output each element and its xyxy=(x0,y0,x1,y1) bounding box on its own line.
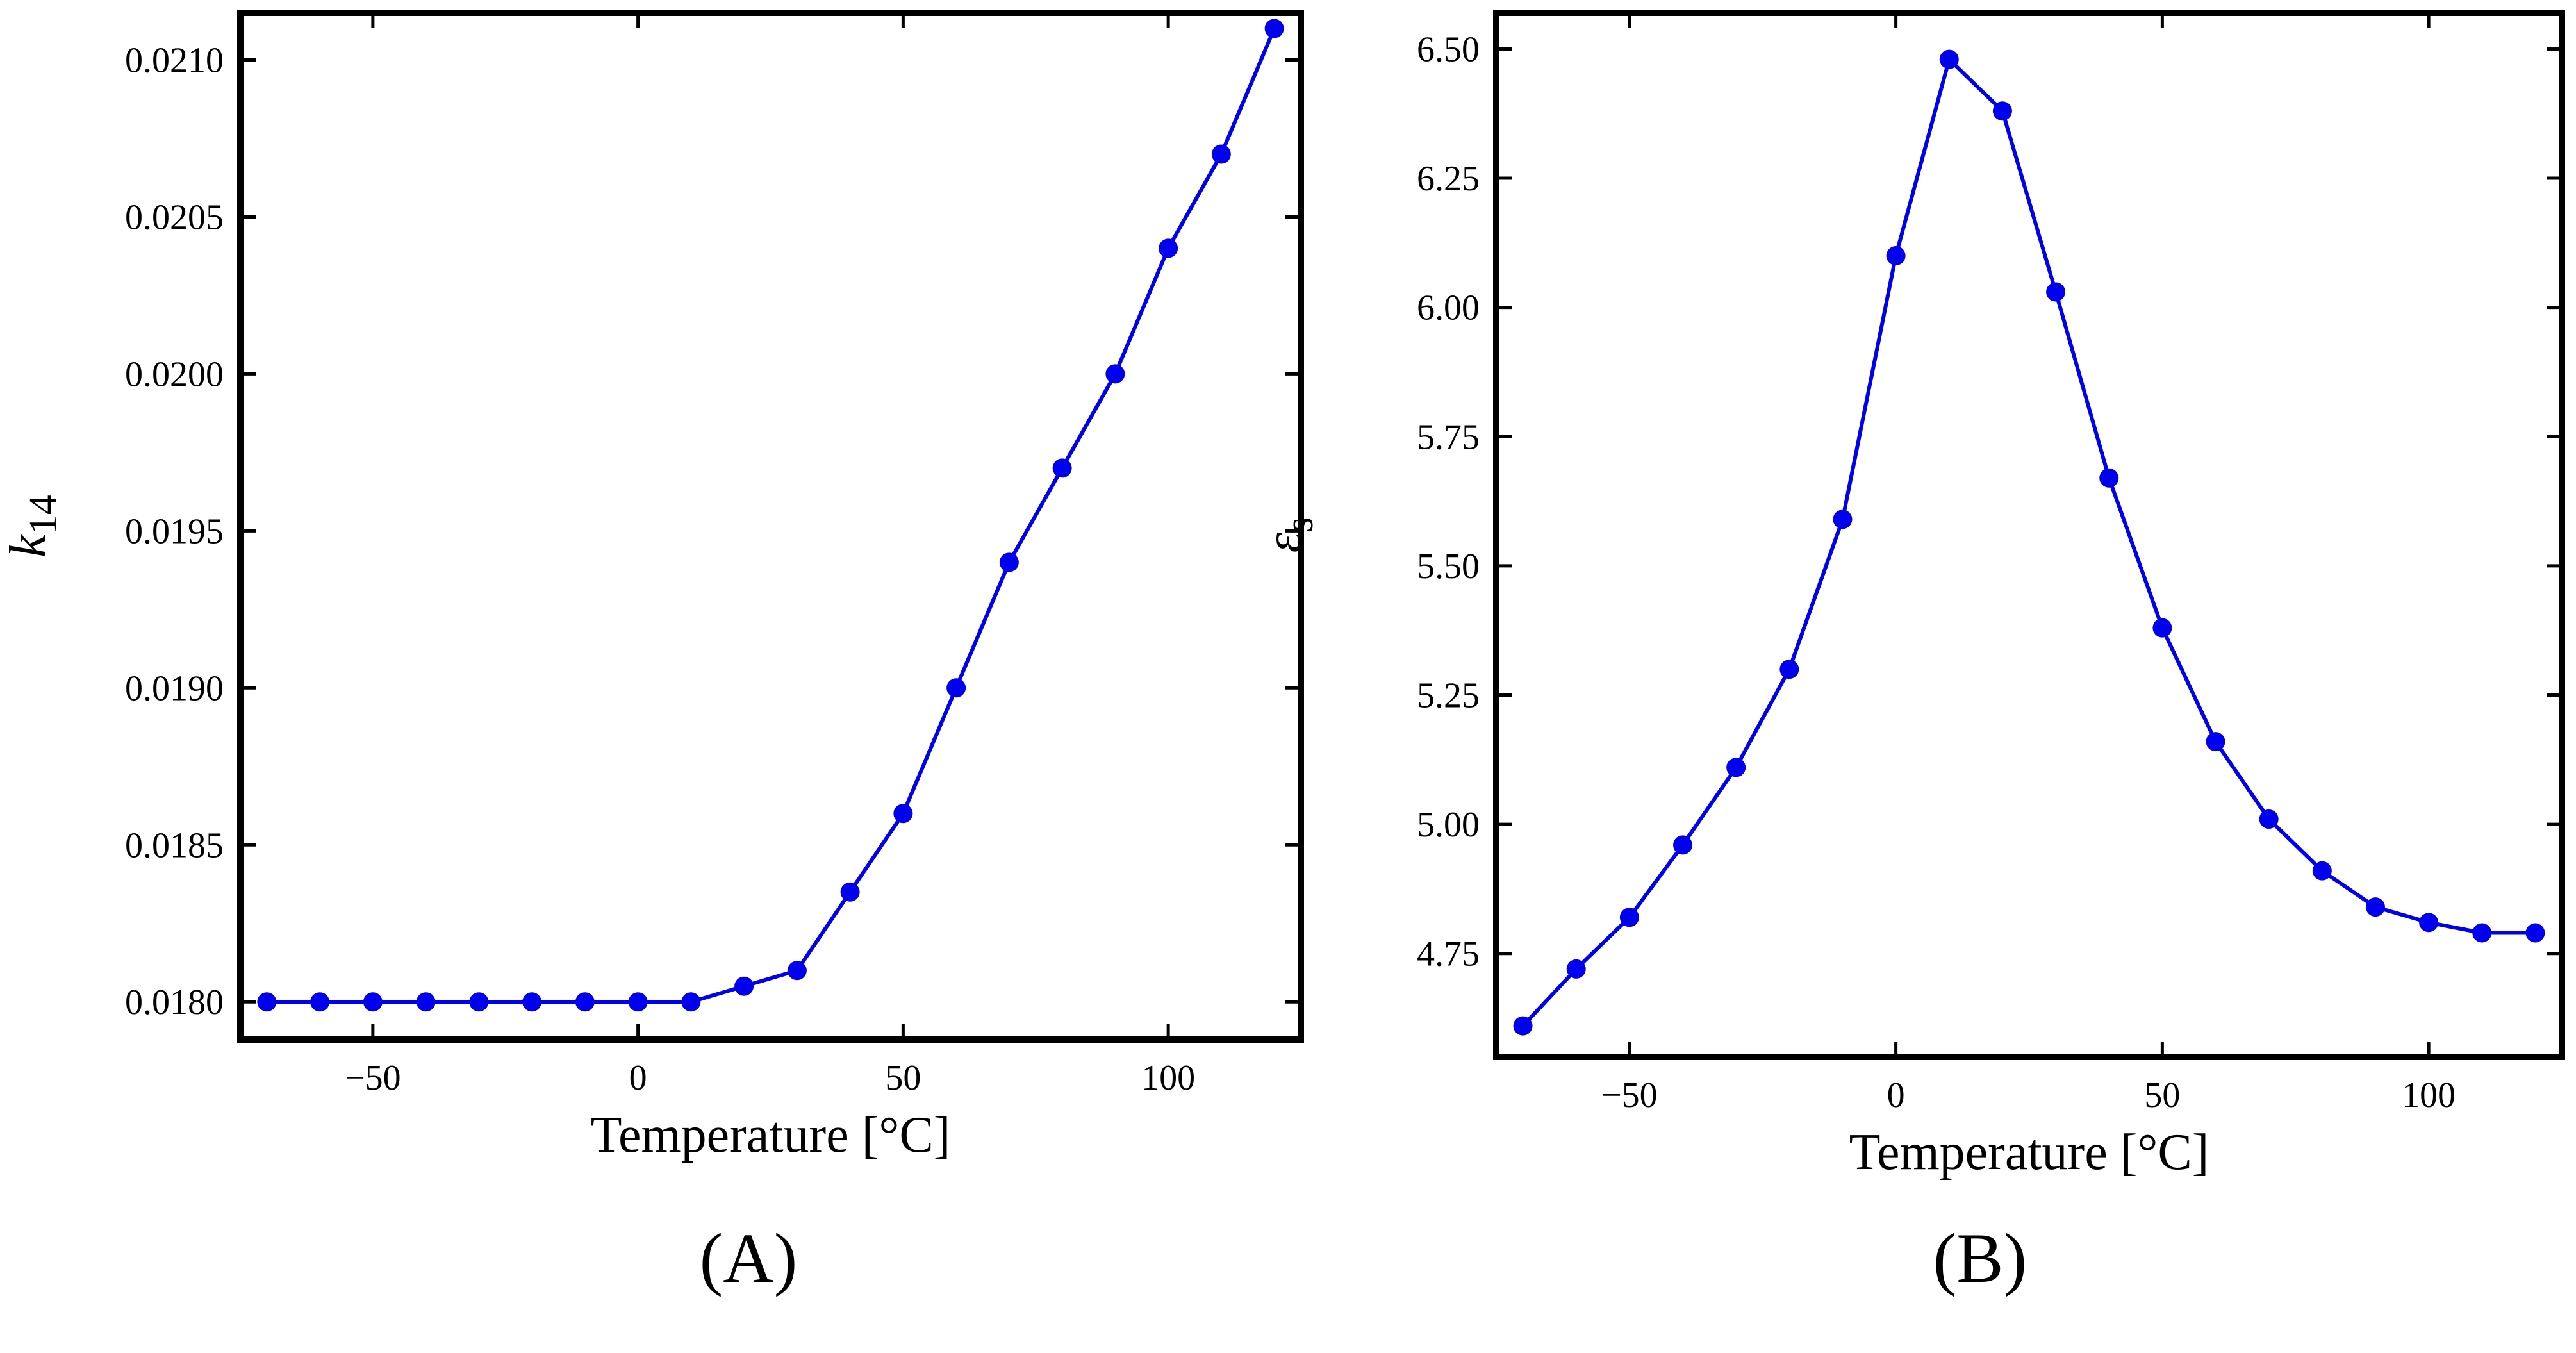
data-point xyxy=(575,992,595,1012)
y-tick-label: 0.0185 xyxy=(125,826,224,865)
data-point xyxy=(2099,468,2119,488)
data-point xyxy=(946,678,966,698)
x-tick-label: 50 xyxy=(885,1058,921,1098)
data-point xyxy=(734,976,754,996)
data-point xyxy=(893,804,913,824)
panel-a: −50 0 50 100 0.0180 0.0185 0.0190 0.0195 0.0200 0… xyxy=(0,10,1304,1297)
data-point xyxy=(363,992,383,1012)
panel-b: −50 0 50 100 4.75 5.00 5.25 5.50 5.75 6.00 6.25 6.5… xyxy=(1256,10,2565,1297)
x-tick-label: −50 xyxy=(1601,1075,1658,1115)
data-point xyxy=(1779,660,1799,679)
y-axis-symbol: k xyxy=(0,534,56,558)
y-tick-label: 6.25 xyxy=(1417,159,1480,199)
y-tick-label: 5.25 xyxy=(1417,676,1480,715)
data-point xyxy=(2472,923,2492,943)
y-tick-label: 0.0200 xyxy=(125,354,224,394)
data-point xyxy=(1513,1016,1533,1036)
series-line xyxy=(267,28,1276,1004)
y-tick-label: 5.00 xyxy=(1417,805,1480,845)
data-point xyxy=(1105,364,1125,384)
y-tick-label: 0.0195 xyxy=(125,511,224,551)
data-point xyxy=(1833,510,1853,529)
panel-label: (B) xyxy=(1933,1219,2027,1297)
x-tick-label: −50 xyxy=(345,1058,401,1098)
data-point xyxy=(628,992,648,1012)
y-tick-label: 6.50 xyxy=(1417,29,1480,69)
data-point xyxy=(1726,758,1746,777)
y-tick-label: 0.0205 xyxy=(125,197,224,237)
x-tick-label: 0 xyxy=(629,1058,647,1098)
plot-frame xyxy=(237,10,1304,1043)
x-axis-title: Temperature [°C] xyxy=(1849,1124,2209,1181)
data-point xyxy=(1992,101,2012,121)
data-point xyxy=(1159,238,1178,258)
plot-frame xyxy=(1493,10,2565,1060)
y-axis-title: k14 xyxy=(0,495,65,558)
y-tick-label: 0.0180 xyxy=(125,983,224,1022)
y-axis-title: εs xyxy=(1256,517,1321,553)
data-point xyxy=(999,552,1019,572)
data-point xyxy=(840,882,860,902)
x-tick-label: 0 xyxy=(1887,1075,1905,1115)
x-tick-label: 100 xyxy=(2402,1075,2456,1115)
y-axis-subscript: 14 xyxy=(22,495,65,535)
data-point xyxy=(1211,144,1231,164)
y-tick-label: 0.0210 xyxy=(125,40,224,80)
y-tick-label: 4.75 xyxy=(1417,934,1480,974)
data-point xyxy=(1886,246,1906,266)
data-point xyxy=(416,992,436,1012)
y-tick-label: 6.00 xyxy=(1417,288,1480,328)
panel-label: (A) xyxy=(700,1219,798,1297)
y-axis-subscript: s xyxy=(1278,517,1321,533)
data-point xyxy=(2259,809,2279,829)
data-point xyxy=(787,961,807,981)
data-point xyxy=(2312,861,2332,881)
data-point xyxy=(1619,908,1639,927)
x-tick-label: 50 xyxy=(2144,1075,2180,1115)
y-axis-symbol: ε xyxy=(1256,532,1312,552)
data-point xyxy=(310,992,330,1012)
data-point xyxy=(1052,458,1072,478)
data-point xyxy=(2206,732,2225,752)
data-point xyxy=(2525,923,2545,943)
data-point xyxy=(1939,49,1959,69)
series-line xyxy=(1521,57,2536,1027)
data-point xyxy=(1673,835,1693,855)
data-point xyxy=(681,992,701,1012)
data-point xyxy=(2152,618,2172,638)
data-point xyxy=(1566,959,1586,979)
data-point xyxy=(2046,282,2066,302)
data-point xyxy=(2365,897,2385,917)
data-point xyxy=(257,992,277,1012)
y-tick-label: 5.50 xyxy=(1417,547,1480,586)
y-tick-label: 5.75 xyxy=(1417,417,1480,457)
data-point xyxy=(522,992,542,1012)
x-axis-title: Temperature [°C] xyxy=(591,1107,951,1163)
x-tick-label: 100 xyxy=(1141,1058,1195,1098)
data-point xyxy=(469,992,489,1012)
data-point xyxy=(1264,19,1284,38)
data-point xyxy=(2419,913,2439,933)
y-tick-label: 0.0190 xyxy=(125,668,224,708)
